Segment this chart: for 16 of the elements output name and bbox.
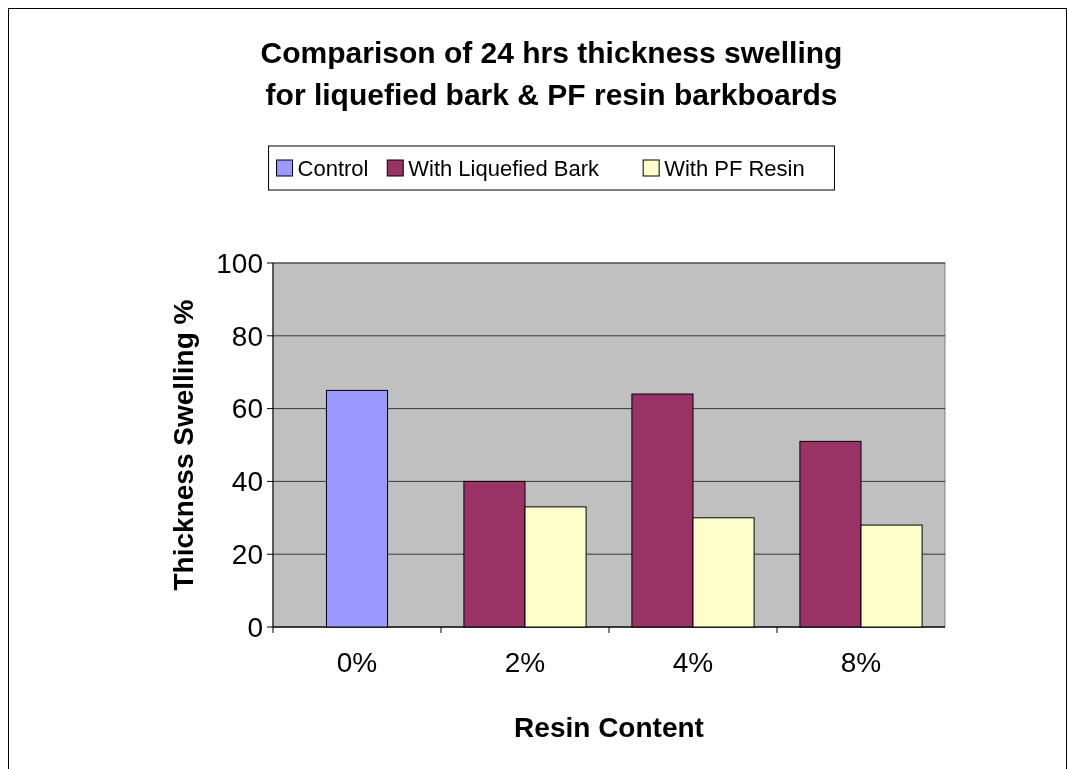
x-tick-label: 0% bbox=[336, 647, 378, 678]
x-axis-title: Resin Content bbox=[514, 712, 704, 743]
y-tick-label: 100 bbox=[216, 247, 263, 279]
legend-label: Control bbox=[297, 156, 369, 181]
y-tick-label: 20 bbox=[231, 539, 263, 570]
legend-label: With Liquefied Bark bbox=[408, 156, 601, 181]
chart-title: Comparison of 24 hrs thickness swelling for liquefied bark & PF resin barkboards bbox=[260, 36, 843, 111]
y-axis-title: Thickness Swelling % bbox=[168, 299, 199, 591]
y-tick-label: 40 bbox=[231, 466, 263, 498]
y-tick-label: 80 bbox=[231, 320, 263, 352]
x-tick-label: 8% bbox=[840, 647, 882, 678]
legend-label: With PF Resin bbox=[664, 156, 805, 181]
y-tick-label: 60 bbox=[231, 393, 263, 425]
x-tick-label: 2% bbox=[504, 647, 546, 678]
y-tick-label: 0 bbox=[247, 611, 263, 643]
x-tick-label: 4% bbox=[672, 647, 714, 678]
